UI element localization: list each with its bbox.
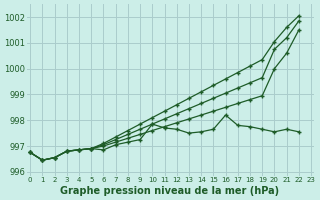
X-axis label: Graphe pression niveau de la mer (hPa): Graphe pression niveau de la mer (hPa) <box>60 186 280 196</box>
